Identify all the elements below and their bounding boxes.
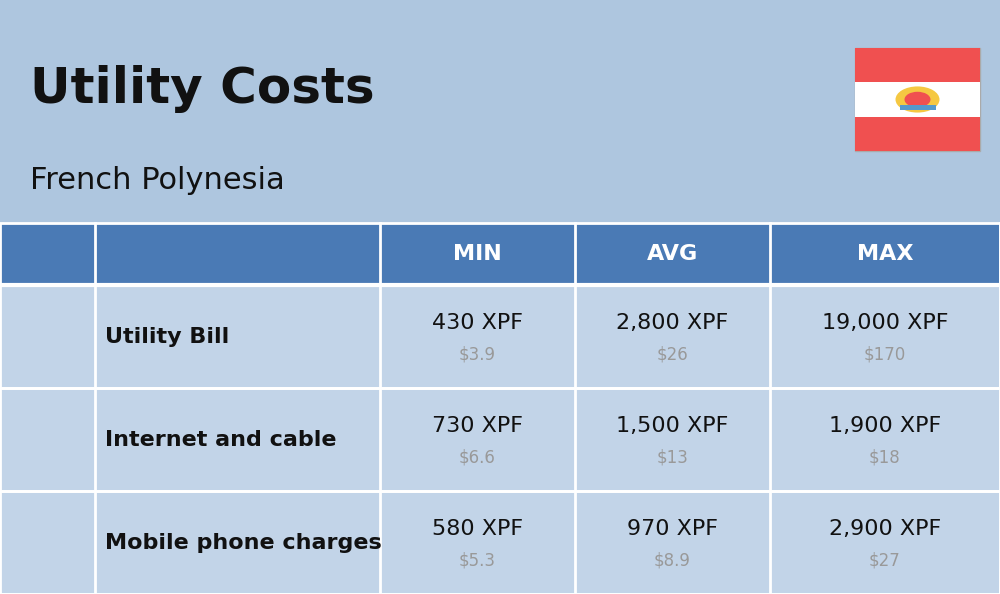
Text: $27: $27 <box>869 551 901 569</box>
Text: Utility Costs: Utility Costs <box>30 65 375 113</box>
Text: AVG: AVG <box>647 244 698 264</box>
Bar <box>0 388 1000 491</box>
Text: $13: $13 <box>657 448 688 466</box>
Text: 580 XPF: 580 XPF <box>432 519 523 539</box>
Bar <box>900 106 936 110</box>
Text: $170: $170 <box>864 345 906 363</box>
Text: Utility Bill: Utility Bill <box>105 327 229 347</box>
Bar <box>855 48 980 82</box>
Text: Mobile phone charges: Mobile phone charges <box>105 532 382 552</box>
FancyBboxPatch shape <box>855 48 980 151</box>
Text: Internet and cable: Internet and cable <box>105 429 336 450</box>
Text: 730 XPF: 730 XPF <box>432 416 523 436</box>
Text: 970 XPF: 970 XPF <box>627 519 718 539</box>
Bar <box>0 285 1000 388</box>
Text: $6.6: $6.6 <box>459 448 496 466</box>
Bar <box>0 491 1000 594</box>
Text: 430 XPF: 430 XPF <box>432 313 523 333</box>
Bar <box>855 117 980 151</box>
Bar <box>0 223 1000 285</box>
Text: 2,900 XPF: 2,900 XPF <box>829 519 941 539</box>
Circle shape <box>904 92 930 108</box>
Text: $3.9: $3.9 <box>459 345 496 363</box>
Bar <box>855 82 980 117</box>
Text: $5.3: $5.3 <box>459 551 496 569</box>
Circle shape <box>896 87 940 113</box>
Text: $18: $18 <box>869 448 901 466</box>
Text: French Polynesia: French Polynesia <box>30 166 285 195</box>
Text: $8.9: $8.9 <box>654 551 691 569</box>
Text: 1,900 XPF: 1,900 XPF <box>829 416 941 436</box>
Text: $26: $26 <box>657 345 688 363</box>
Text: 2,800 XPF: 2,800 XPF <box>616 313 729 333</box>
Text: 1,500 XPF: 1,500 XPF <box>616 416 729 436</box>
Text: 19,000 XPF: 19,000 XPF <box>822 313 948 333</box>
Text: MAX: MAX <box>857 244 913 264</box>
Text: MIN: MIN <box>453 244 502 264</box>
